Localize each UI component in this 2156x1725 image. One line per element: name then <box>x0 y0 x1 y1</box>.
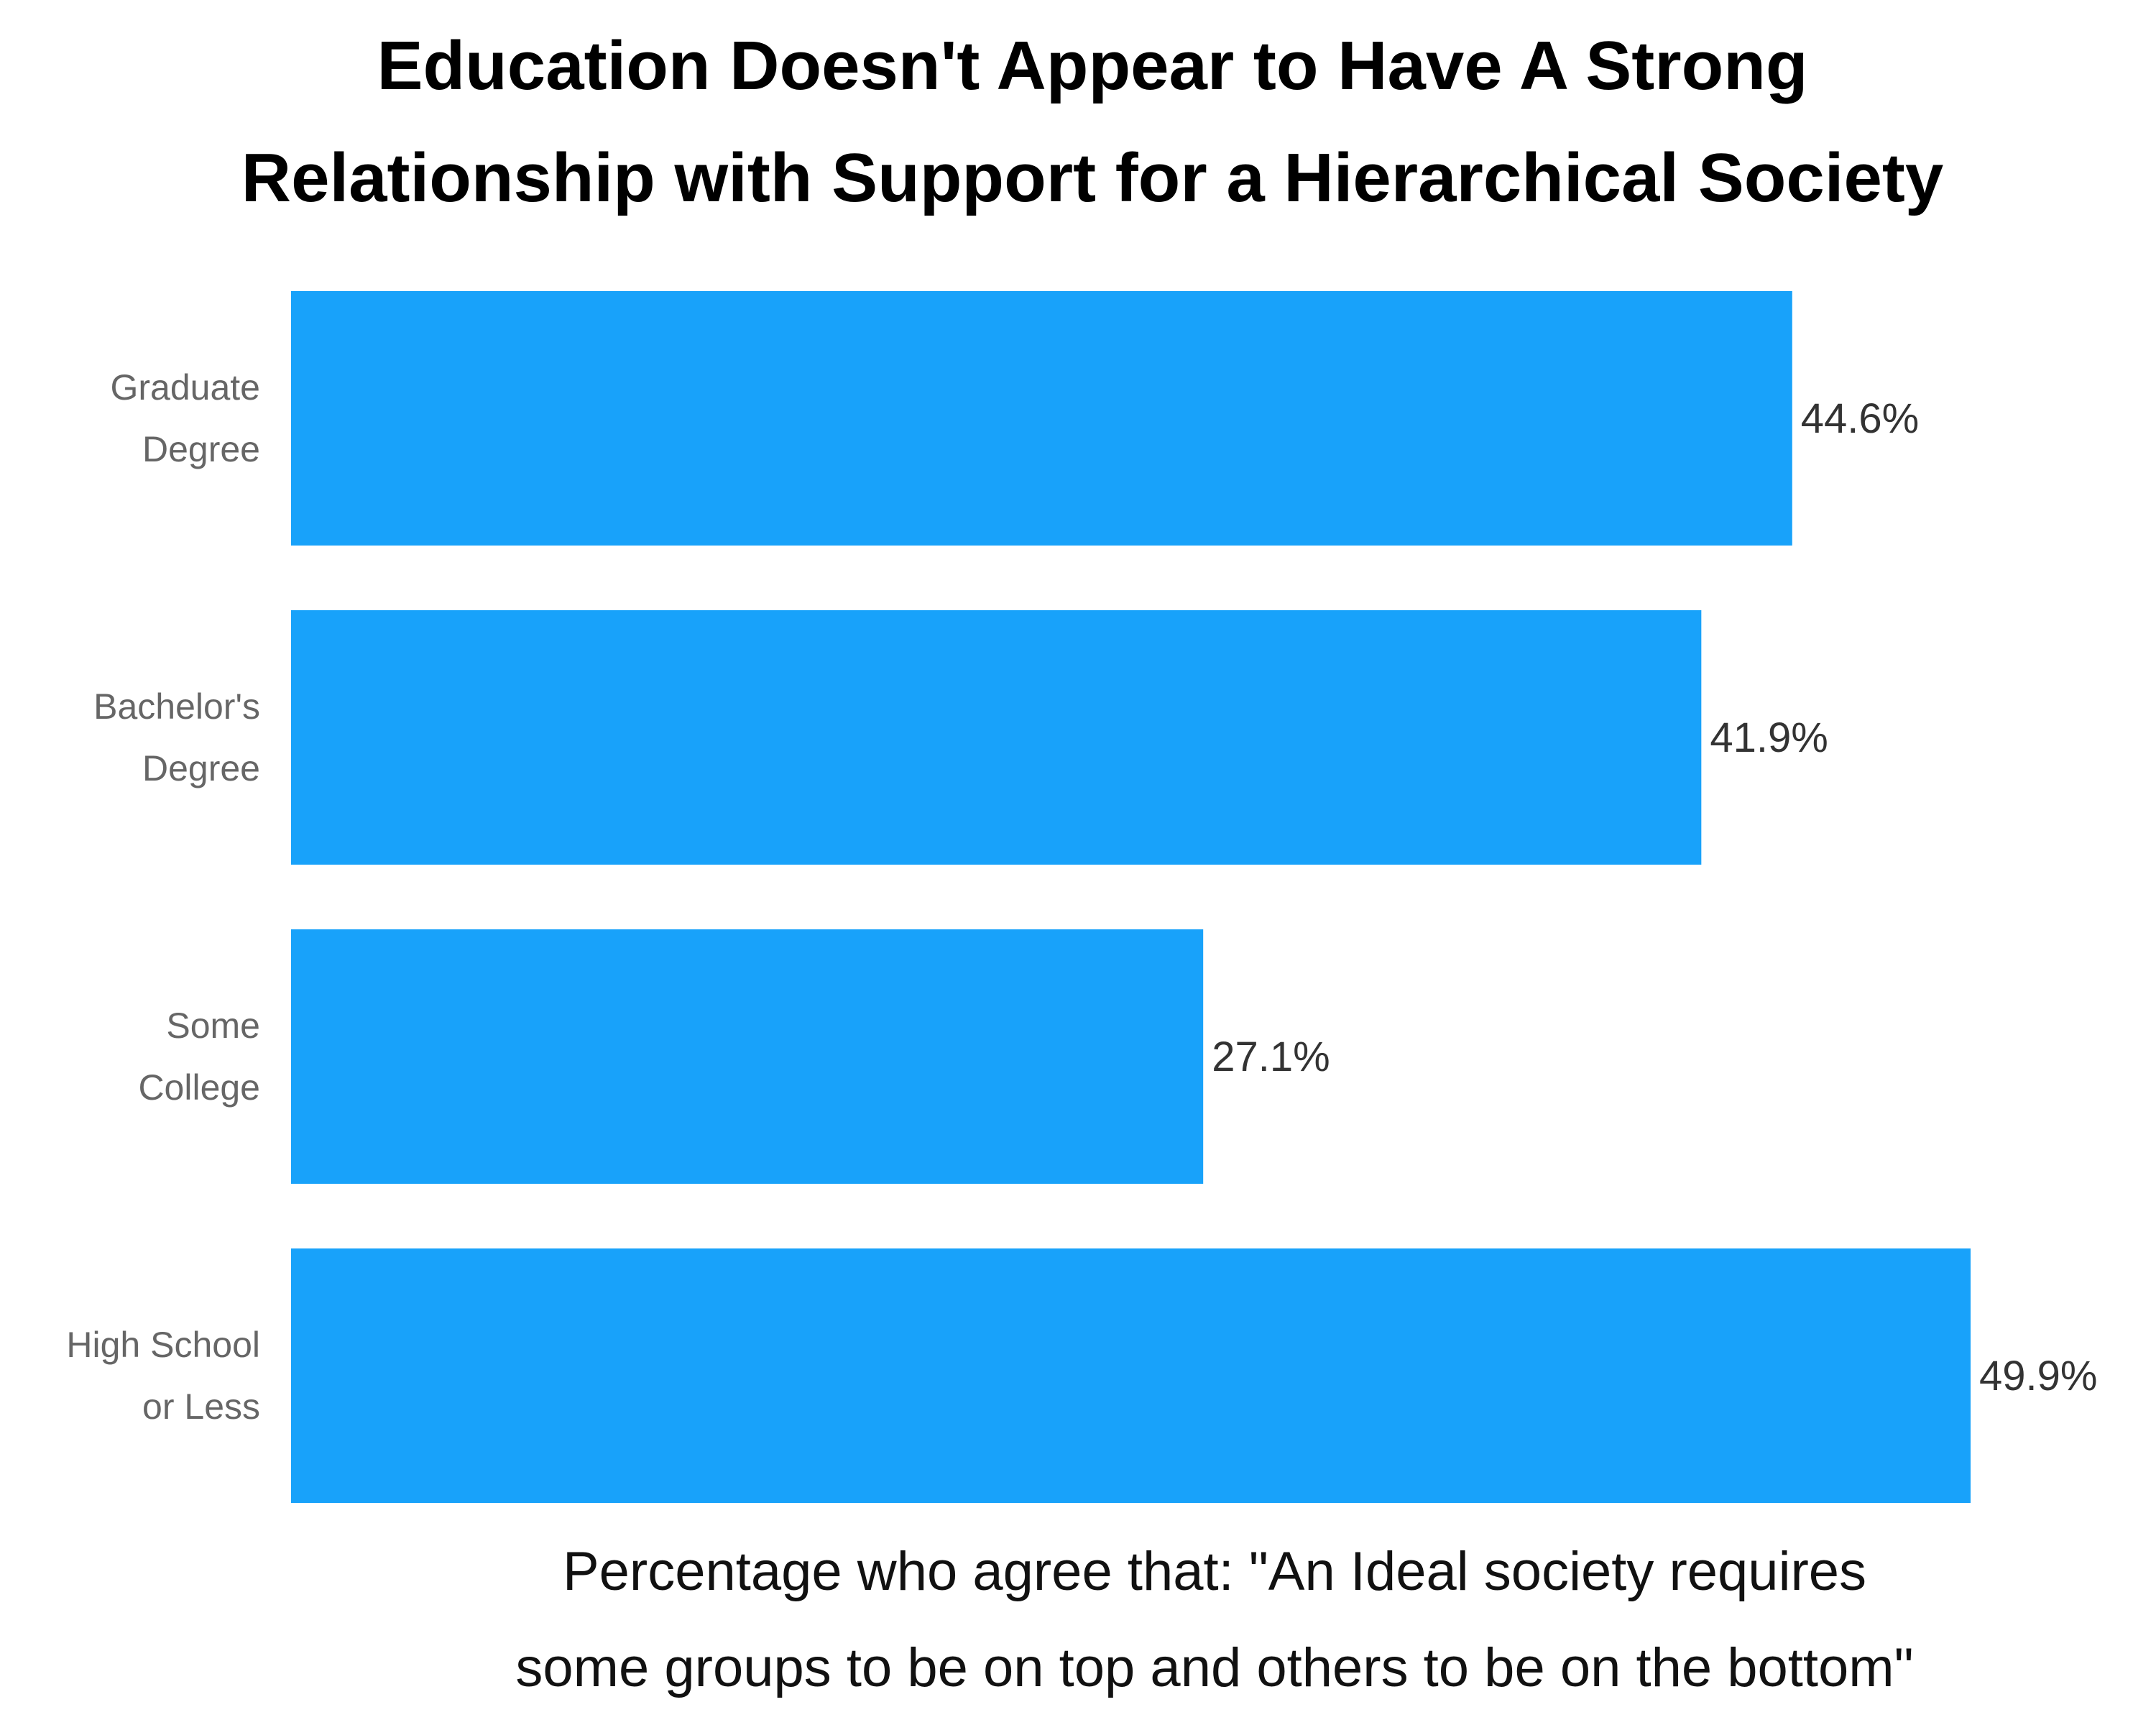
bar-2 <box>291 929 1204 1184</box>
chart-title-line-1: Education Doesn't Appear to Have A Stron… <box>377 27 1807 104</box>
bars-layer: 44.6% Graduate Degree 41.9% Bachelor's Degree… <box>66 291 2097 1503</box>
category-label-1-line-1: Bachelor's <box>93 686 260 727</box>
x-axis-label-line-2: some groups to be on top and others to b… <box>515 1637 1913 1698</box>
chart-title-line-2: Relationship with Support for a Hierarch… <box>241 139 1943 216</box>
value-label-3: 49.9% <box>1979 1353 2097 1399</box>
category-label-3-line-1: High School <box>66 1325 260 1365</box>
value-label-2: 27.1% <box>1212 1034 1330 1080</box>
bar-1 <box>291 610 1702 865</box>
category-label-0-line-2: Degree <box>142 429 260 469</box>
value-label-1: 41.9% <box>1710 714 1828 761</box>
category-label-0-line-1: Graduate <box>111 367 260 408</box>
category-label-3-line-2: or Less <box>142 1386 260 1427</box>
category-label-2-line-2: College <box>138 1067 260 1108</box>
value-label-0: 44.6% <box>1801 395 1919 442</box>
category-label-1-line-2: Degree <box>142 748 260 788</box>
bar-0 <box>291 291 1792 546</box>
category-label-2-line-1: Some <box>166 1006 260 1046</box>
x-axis-label-line-1: Percentage who agree that: "An Ideal soc… <box>563 1541 1866 1602</box>
bar-3 <box>291 1248 1971 1503</box>
